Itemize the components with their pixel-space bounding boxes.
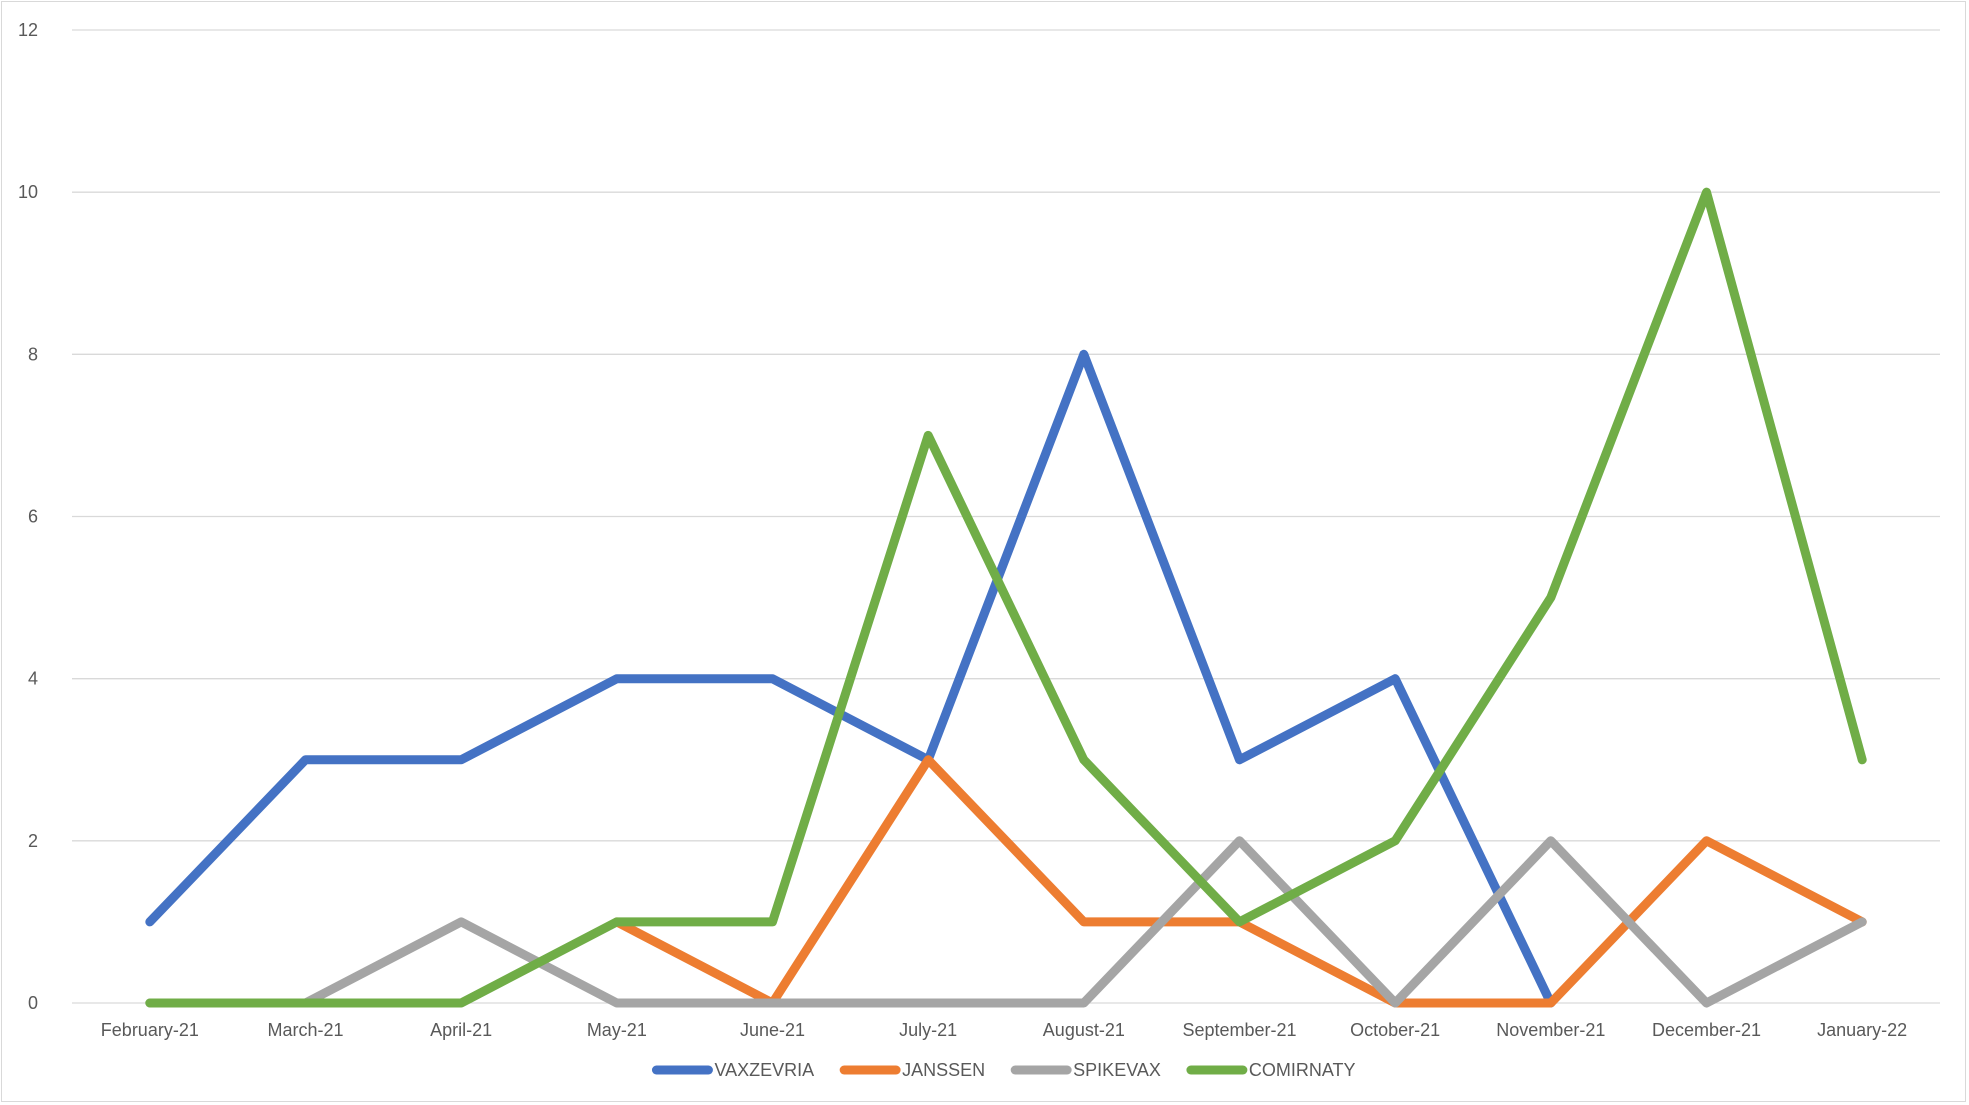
x-tick-label: December-21 (1652, 1020, 1761, 1040)
series-comirnaty (145, 187, 1867, 1008)
x-tick-label: February-21 (101, 1020, 199, 1040)
legend-label: VAXZEVRIA (714, 1060, 814, 1080)
legend-item: JANSSEN (839, 1060, 985, 1080)
legend-label: SPIKEVAX (1073, 1060, 1161, 1080)
x-tick-label: July-21 (899, 1020, 957, 1040)
x-tick-label: March-21 (267, 1020, 343, 1040)
y-tick-label: 8 (28, 344, 38, 364)
series-vaxzevria (145, 349, 1556, 1008)
x-tick-label: April-21 (430, 1020, 492, 1040)
x-tick-label: August-21 (1043, 1020, 1125, 1040)
legend-item: COMIRNATY (1186, 1060, 1356, 1080)
x-tick-label: September-21 (1182, 1020, 1296, 1040)
x-tick-label: June-21 (740, 1020, 805, 1040)
y-tick-label: 12 (18, 20, 38, 40)
y-tick-label: 2 (28, 831, 38, 851)
y-tick-label: 4 (28, 669, 38, 689)
legend-item: SPIKEVAX (1010, 1060, 1161, 1080)
y-axis: 0 2 4 6 8 10 12 (18, 20, 38, 1013)
legend: VAXZEVRIA JANSSEN SPIKEVAX COMIRNATY (651, 1060, 1356, 1080)
legend-label: JANSSEN (902, 1060, 985, 1080)
x-axis: February-21 March-21 April-21 May-21 June-21… (72, 1002, 1940, 1040)
x-tick-label: January-22 (1817, 1020, 1907, 1040)
y-tick-label: 0 (28, 993, 38, 1013)
series-spikevax (145, 836, 1867, 1008)
series-line (145, 349, 1556, 1008)
legend-item: VAXZEVRIA (651, 1060, 814, 1080)
series-line (145, 836, 1867, 1008)
y-tick-label: 6 (28, 507, 38, 527)
gridlines (72, 29, 1940, 842)
x-tick-label: May-21 (587, 1020, 647, 1040)
x-tick-label: November-21 (1496, 1020, 1605, 1040)
legend-label: COMIRNATY (1249, 1060, 1356, 1080)
x-tick-label: October-21 (1350, 1020, 1440, 1040)
plot-area (145, 187, 1867, 1008)
y-tick-label: 10 (18, 182, 38, 202)
series-line (145, 187, 1867, 1008)
